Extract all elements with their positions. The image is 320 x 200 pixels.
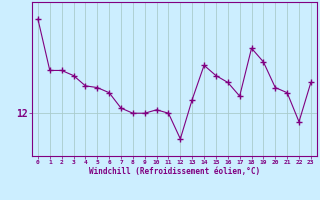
X-axis label: Windchill (Refroidissement éolien,°C): Windchill (Refroidissement éolien,°C)	[89, 167, 260, 176]
